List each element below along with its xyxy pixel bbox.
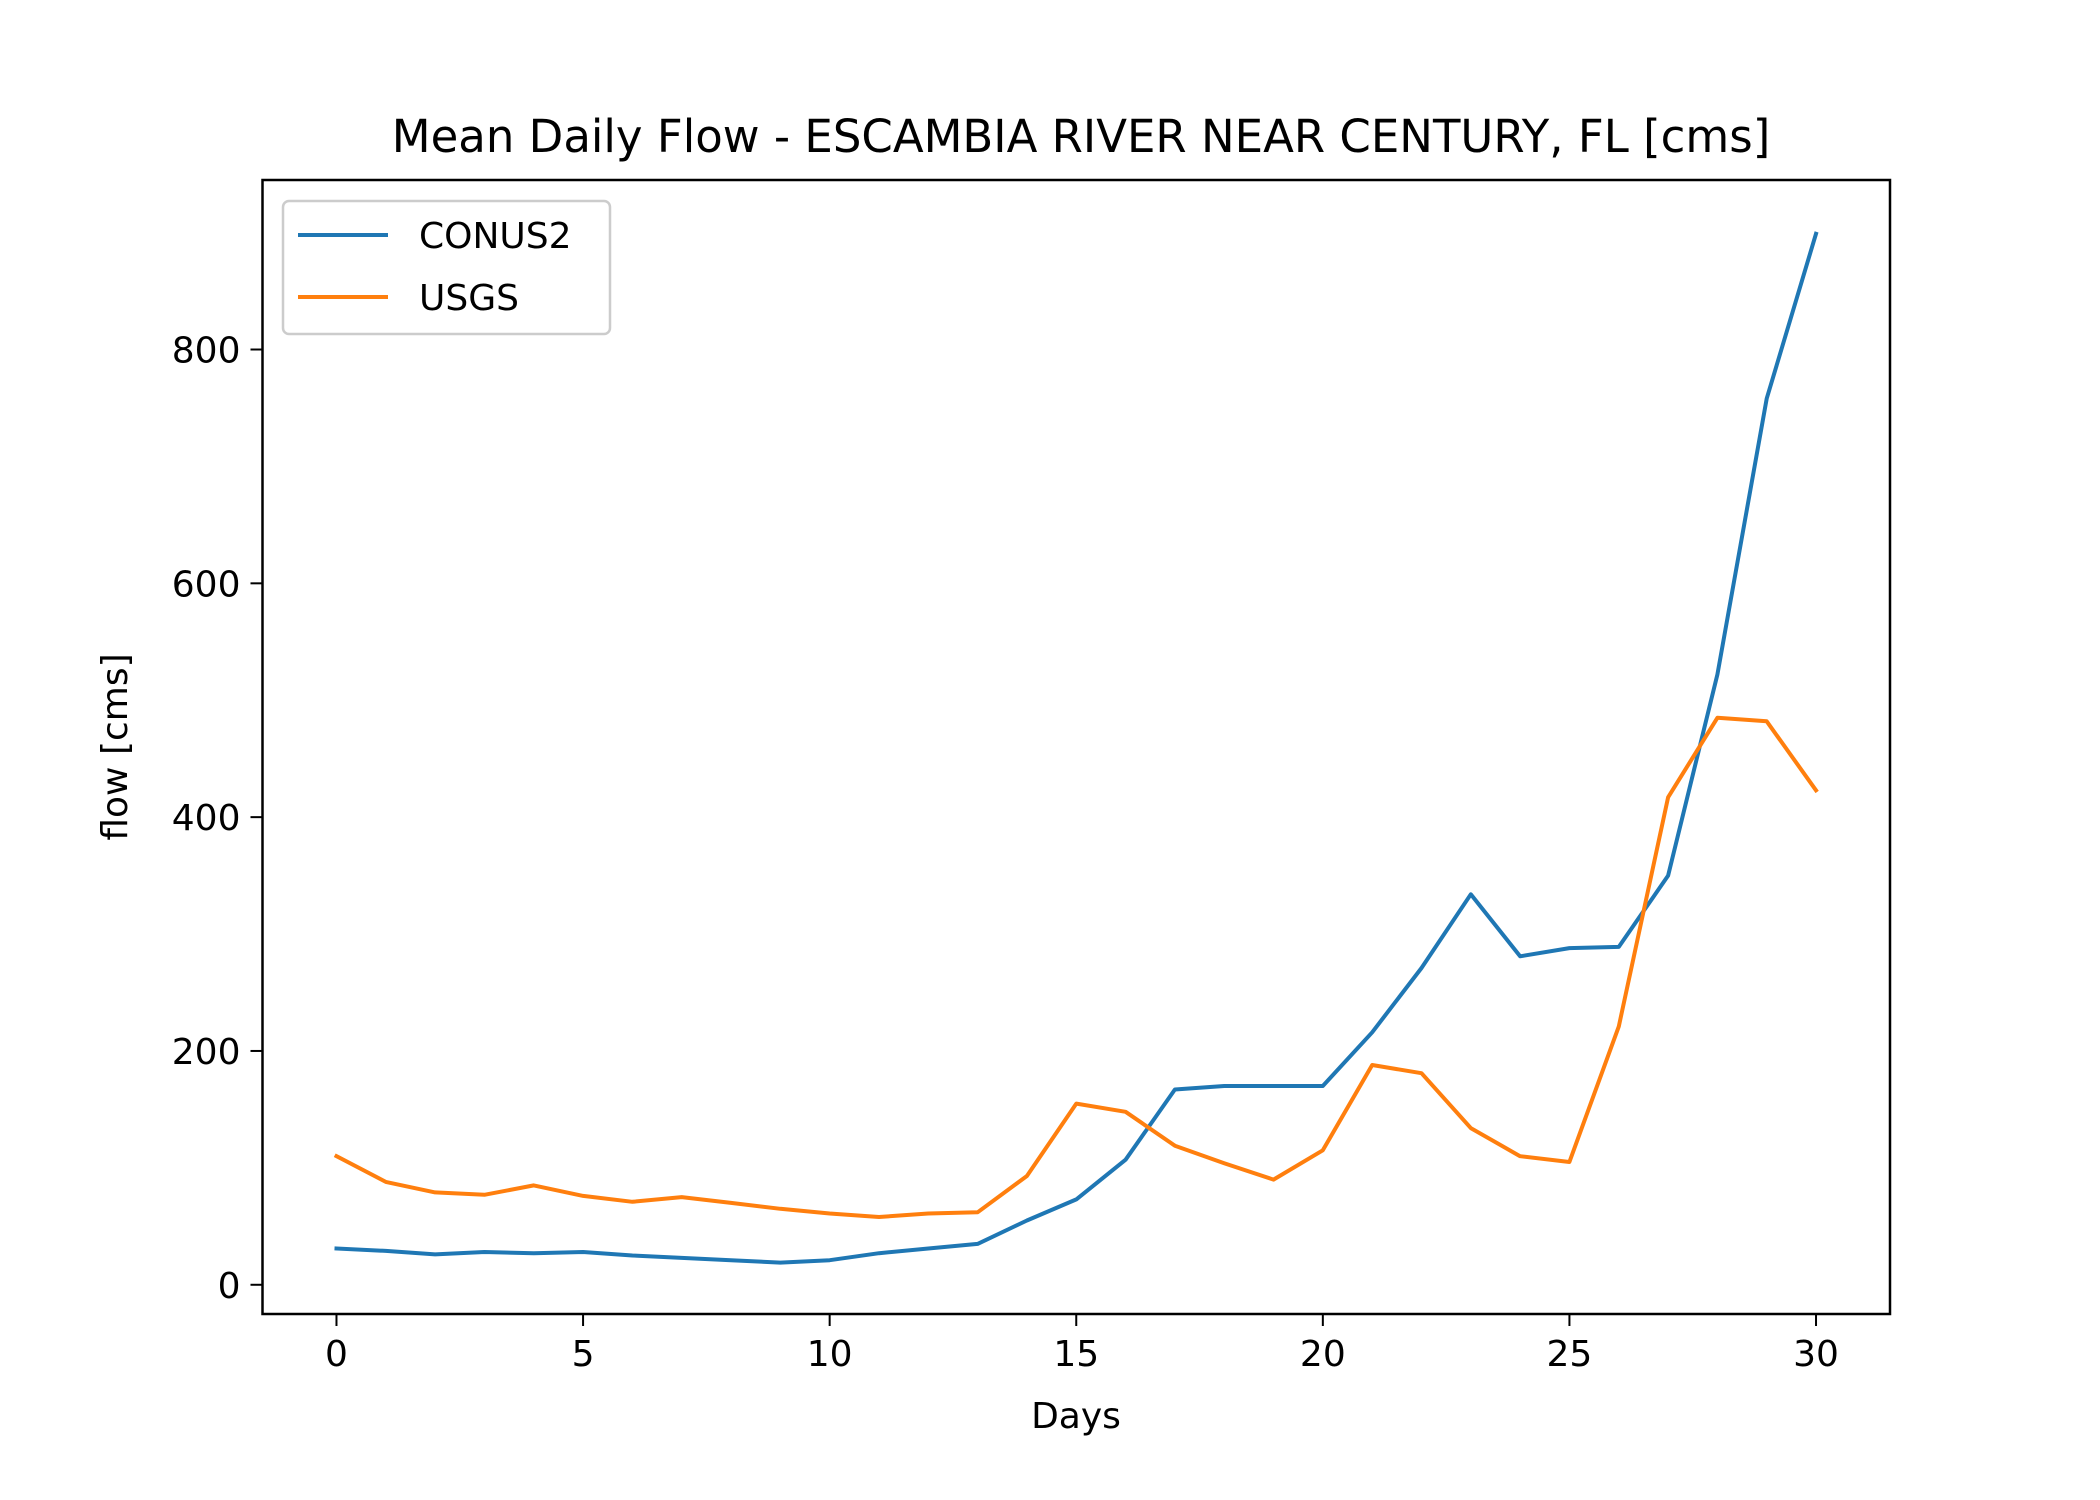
x-tick-label: 20 bbox=[1300, 1334, 1346, 1375]
x-tick-label: 10 bbox=[807, 1334, 853, 1375]
y-tick-label: 400 bbox=[172, 798, 241, 839]
x-tick-label: 15 bbox=[1053, 1334, 1099, 1375]
chart-title: Mean Daily Flow - ESCAMBIA RIVER NEAR CE… bbox=[392, 110, 1771, 163]
x-tick-label: 5 bbox=[572, 1334, 595, 1375]
x-tick-label: 30 bbox=[1793, 1334, 1839, 1375]
series-line-usgs bbox=[333, 715, 1819, 1219]
plot-area bbox=[333, 231, 1819, 1265]
series-line-conus2 bbox=[334, 231, 1819, 1265]
y-axis-label: flow [cms] bbox=[95, 653, 136, 840]
y-tick-label: 200 bbox=[172, 1032, 241, 1073]
y-tick-label: 800 bbox=[172, 331, 241, 372]
legend-label-usgs: USGS bbox=[419, 278, 519, 319]
y-tick-label: 600 bbox=[172, 564, 241, 605]
legend: CONUS2 USGS bbox=[281, 199, 612, 336]
x-tick-label: 0 bbox=[325, 1334, 348, 1375]
x-axis: 0 5 10 15 20 25 30 bbox=[325, 1314, 1839, 1375]
x-axis-label: Days bbox=[1031, 1396, 1121, 1437]
y-tick-label: 0 bbox=[218, 1266, 241, 1307]
legend-label-conus2: CONUS2 bbox=[419, 216, 572, 257]
y-axis: 0 200 400 600 800 bbox=[172, 331, 263, 1307]
x-tick-label: 25 bbox=[1547, 1334, 1593, 1375]
